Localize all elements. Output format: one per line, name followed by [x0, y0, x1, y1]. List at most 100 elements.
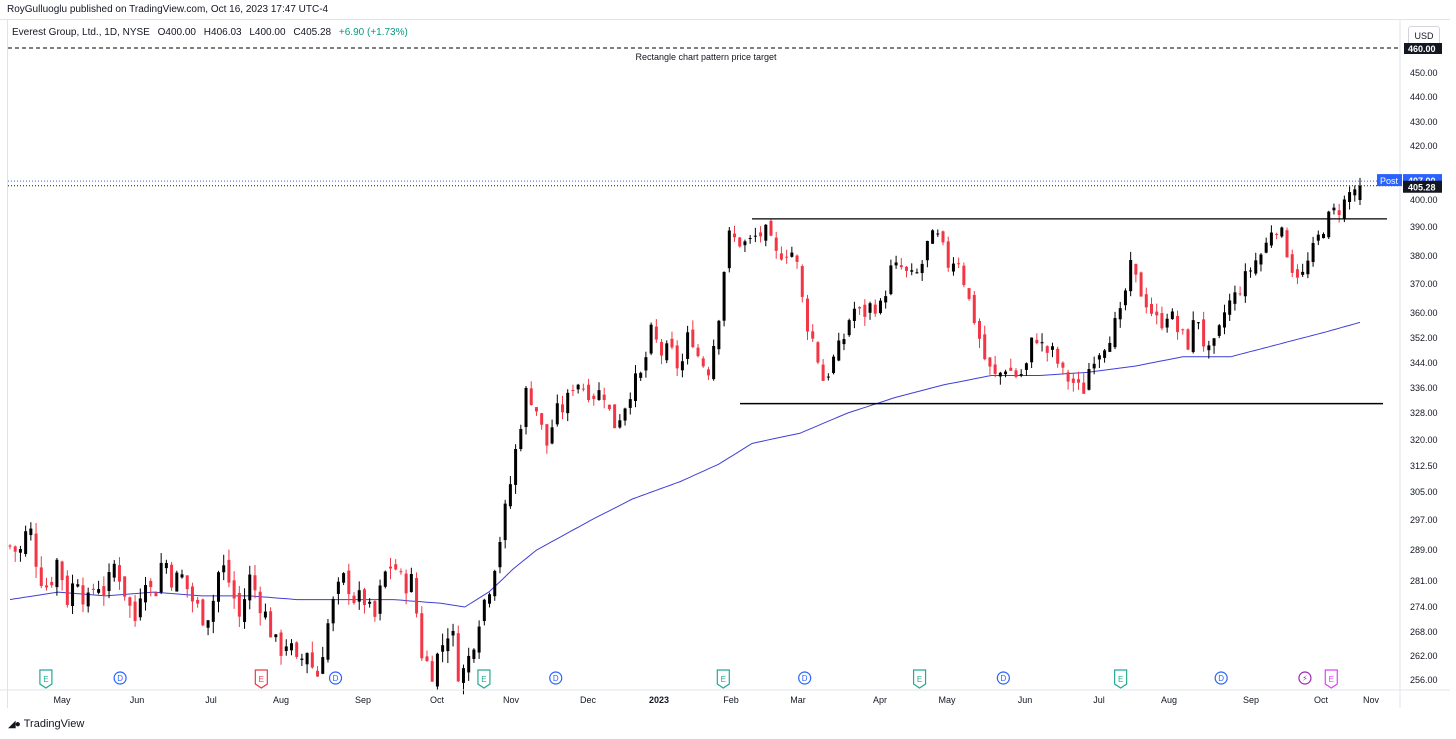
- candle-body: [847, 320, 851, 336]
- candle: [524, 386, 528, 435]
- candle-body: [190, 586, 194, 602]
- candle-body: [597, 390, 601, 400]
- price-change: +6.90 (+1.73%): [338, 27, 408, 38]
- candle: [1290, 249, 1294, 278]
- candle: [196, 596, 200, 608]
- candle: [1322, 232, 1326, 239]
- candle-body: [623, 408, 627, 421]
- dividend-icon[interactable]: D: [328, 671, 343, 685]
- candle-body: [753, 235, 757, 237]
- candle-body: [925, 240, 929, 261]
- candle-body: [305, 653, 309, 665]
- candle-body: [545, 424, 549, 446]
- candle-body: [878, 300, 882, 314]
- candle-body: [357, 590, 361, 602]
- candle: [1024, 362, 1028, 376]
- candle: [910, 263, 914, 276]
- earnings-icon[interactable]: E: [477, 669, 491, 689]
- candle: [55, 557, 59, 596]
- earnings-icon[interactable]: E: [39, 669, 53, 689]
- candle-body: [1019, 374, 1023, 376]
- candle-body: [201, 599, 205, 626]
- candle: [1092, 356, 1096, 375]
- candle-body: [415, 577, 419, 614]
- candle: [1009, 358, 1013, 371]
- candle: [456, 625, 460, 683]
- svg-text:E: E: [1329, 675, 1334, 684]
- svg-text:D: D: [333, 674, 339, 683]
- y-tick-label: 390.00: [1410, 222, 1438, 232]
- earnings-icon[interactable]: E: [716, 669, 730, 689]
- split-icon[interactable]: ⚡: [1298, 671, 1312, 685]
- candle-body: [1342, 199, 1346, 220]
- candle: [988, 356, 992, 375]
- candle-body: [868, 303, 872, 313]
- ohlc-high: H406.03: [203, 27, 242, 38]
- y-tick-label: 268.00: [1410, 627, 1438, 637]
- candle-body: [430, 661, 434, 682]
- candle-body: [97, 589, 101, 593]
- price-chart[interactable]: 450.00 440.00 430.00 420.00 400.00 390.00 380.…: [0, 0, 1456, 710]
- candle-body: [1066, 372, 1070, 382]
- candle: [561, 395, 565, 420]
- dividend-icon[interactable]: D: [996, 671, 1010, 685]
- candle-body: [837, 340, 841, 361]
- y-tick-label: 297.00: [1410, 515, 1438, 525]
- svg-text:E: E: [917, 675, 922, 684]
- symbol-legend: Everest Group, Ltd., 1D, NYSE O400.00 H4…: [12, 27, 413, 38]
- tradingview-logo[interactable]: ◢● TradingView: [8, 718, 84, 730]
- candle: [1285, 227, 1289, 258]
- earnings-icon[interactable]: E: [254, 669, 268, 689]
- candle-body: [889, 265, 893, 295]
- candle-body: [1170, 311, 1174, 320]
- y-tick-label: 420.00: [1410, 141, 1438, 151]
- candle-body: [654, 326, 658, 340]
- dividend-icon[interactable]: D: [549, 671, 563, 685]
- ohlc-open: O400.00: [157, 27, 196, 38]
- candle-body: [1233, 292, 1237, 304]
- svg-text:D: D: [117, 674, 123, 683]
- candle: [1311, 236, 1315, 267]
- candle-body: [957, 263, 961, 265]
- candle-body: [555, 403, 559, 425]
- candle-body: [383, 571, 387, 587]
- x-tick-label: Nov: [1363, 695, 1380, 705]
- candle: [545, 424, 549, 454]
- svg-text:E: E: [481, 675, 486, 684]
- candle: [415, 572, 419, 618]
- candle-body: [1103, 350, 1107, 358]
- candle-body: [983, 334, 987, 360]
- candle: [1228, 293, 1232, 321]
- candle: [331, 596, 335, 632]
- y-tick-label: 274.00: [1410, 602, 1438, 612]
- candle: [1129, 251, 1133, 297]
- candle: [821, 359, 825, 381]
- target-price-label-bg: [1404, 43, 1442, 54]
- candle: [71, 574, 75, 615]
- candle: [1004, 369, 1008, 378]
- candle-body: [701, 358, 705, 367]
- candle: [216, 570, 220, 613]
- y-tick-label: 262.00: [1410, 651, 1438, 661]
- x-tick-label: Apr: [873, 695, 887, 705]
- symbol-name[interactable]: Everest Group, Ltd., 1D, NYSE: [12, 27, 150, 38]
- candle-body: [154, 592, 158, 597]
- candle-body: [498, 542, 502, 568]
- earnings-icon[interactable]: E: [912, 669, 927, 689]
- candle: [1217, 323, 1221, 339]
- dividend-icon[interactable]: D: [1214, 671, 1228, 685]
- candle: [534, 407, 538, 416]
- dividend-icon[interactable]: D: [113, 671, 127, 685]
- candle: [863, 299, 867, 326]
- candle-body: [1327, 211, 1331, 238]
- earnings-icon[interactable]: E: [1324, 669, 1338, 689]
- candle: [983, 325, 987, 361]
- candle-body: [1030, 337, 1034, 363]
- candle: [1097, 353, 1101, 368]
- candle: [1249, 267, 1253, 278]
- earnings-icon[interactable]: E: [1114, 669, 1128, 689]
- candle: [284, 639, 288, 656]
- candle-body: [816, 342, 820, 363]
- candle: [1160, 306, 1164, 331]
- dividend-icon[interactable]: D: [798, 671, 812, 685]
